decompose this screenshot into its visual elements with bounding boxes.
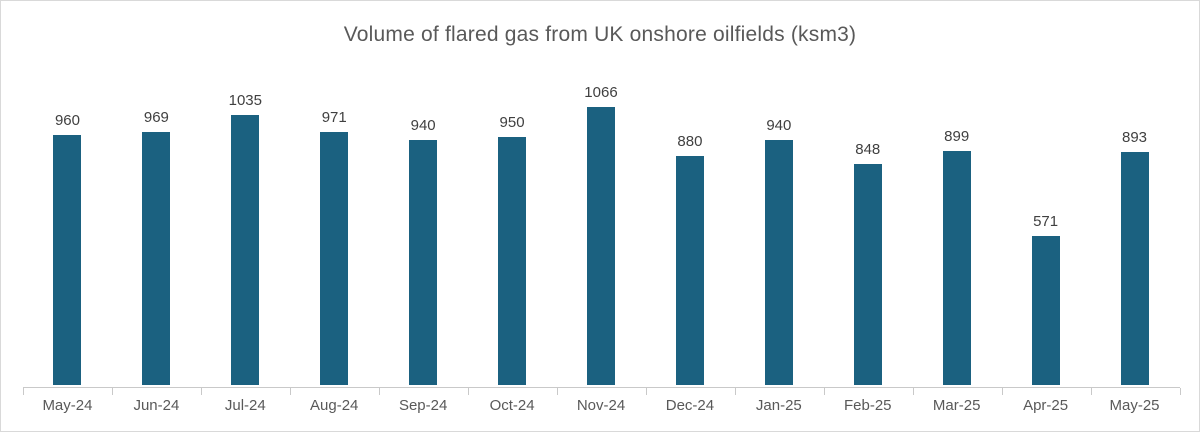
bar-column: 940 bbox=[379, 61, 468, 385]
bar bbox=[942, 151, 971, 385]
x-axis-label: May-25 bbox=[1109, 397, 1160, 414]
x-axis-label: Dec-24 bbox=[665, 397, 715, 414]
chart-title: Volume of flared gas from UK onshore oil… bbox=[343, 23, 857, 46]
x-axis-tick bbox=[201, 388, 202, 395]
x-axis-tick bbox=[290, 388, 291, 395]
x-axis-tick bbox=[379, 388, 380, 395]
bar-value-label: 893 bbox=[1122, 129, 1148, 146]
x-axis-tick bbox=[23, 388, 24, 395]
bar-value-label: 960 bbox=[54, 112, 80, 129]
x-axis-labels: May-24 Jun-24 Jul-24 Aug-24 Sep-24 Oct-24 Nov-… bbox=[23, 397, 1179, 414]
plot-area: 960 969 1035 971 940 950 1066 880 940 848 899 571 89… bbox=[23, 61, 1179, 385]
bar-value-label: 880 bbox=[677, 133, 703, 150]
bar bbox=[853, 164, 882, 385]
bar bbox=[320, 132, 349, 385]
x-axis-label: Mar-25 bbox=[932, 397, 981, 414]
x-axis-label: Jun-24 bbox=[133, 397, 180, 414]
x-axis-line bbox=[23, 387, 1181, 395]
x-axis-tick bbox=[1091, 388, 1092, 395]
bar-column: 971 bbox=[290, 61, 379, 385]
bar-column: 893 bbox=[1090, 61, 1179, 385]
x-axis-tick bbox=[1002, 388, 1003, 395]
bar bbox=[409, 140, 438, 385]
bar bbox=[231, 115, 260, 385]
x-axis-tick bbox=[824, 388, 825, 395]
bar-value-label: 1066 bbox=[584, 84, 618, 101]
x-axis-label: Jul-24 bbox=[224, 397, 266, 414]
x-axis-tick bbox=[913, 388, 914, 395]
bar-column: 940 bbox=[734, 61, 823, 385]
bar-column: 960 bbox=[23, 61, 112, 385]
x-axis-label: May-24 bbox=[42, 397, 93, 414]
bar-value-label: 940 bbox=[766, 117, 792, 134]
bar bbox=[1031, 236, 1060, 385]
bar bbox=[675, 156, 704, 385]
x-axis-label: Apr-25 bbox=[1023, 397, 1069, 414]
bar bbox=[764, 140, 793, 385]
x-axis-label: Feb-25 bbox=[843, 397, 892, 414]
bar-value-label: 950 bbox=[499, 114, 525, 131]
bar-column: 899 bbox=[912, 61, 1001, 385]
x-axis-tick bbox=[557, 388, 558, 395]
x-axis-tick bbox=[646, 388, 647, 395]
bar-value-label: 848 bbox=[855, 141, 881, 158]
bar-column: 848 bbox=[823, 61, 912, 385]
bar bbox=[1120, 152, 1149, 385]
bar-column: 1035 bbox=[201, 61, 290, 385]
x-axis-label: Sep-24 bbox=[398, 397, 448, 414]
bar-column: 1066 bbox=[557, 61, 646, 385]
x-axis-label: Jan-25 bbox=[755, 397, 802, 414]
bar bbox=[142, 132, 171, 385]
bar-column: 969 bbox=[112, 61, 201, 385]
bar bbox=[53, 135, 82, 385]
bar-column: 950 bbox=[468, 61, 557, 385]
x-axis-label: Nov-24 bbox=[576, 397, 626, 414]
bar-column: 880 bbox=[645, 61, 734, 385]
bar bbox=[498, 137, 527, 385]
bar-value-label: 971 bbox=[321, 109, 347, 126]
bar-value-label: 571 bbox=[1033, 213, 1059, 230]
bar-column: 571 bbox=[1001, 61, 1090, 385]
bar-value-label: 1035 bbox=[228, 92, 262, 109]
x-axis-tick bbox=[735, 388, 736, 395]
x-axis-tick bbox=[468, 388, 469, 395]
bar bbox=[586, 107, 615, 385]
bar-value-label: 940 bbox=[410, 117, 436, 134]
x-axis-tick bbox=[1180, 388, 1181, 395]
x-axis-label: Oct-24 bbox=[489, 397, 535, 414]
bar-value-label: 969 bbox=[143, 109, 169, 126]
x-axis-label: Aug-24 bbox=[310, 397, 359, 414]
x-axis-tick bbox=[112, 388, 113, 395]
bar-value-label: 899 bbox=[944, 128, 970, 145]
